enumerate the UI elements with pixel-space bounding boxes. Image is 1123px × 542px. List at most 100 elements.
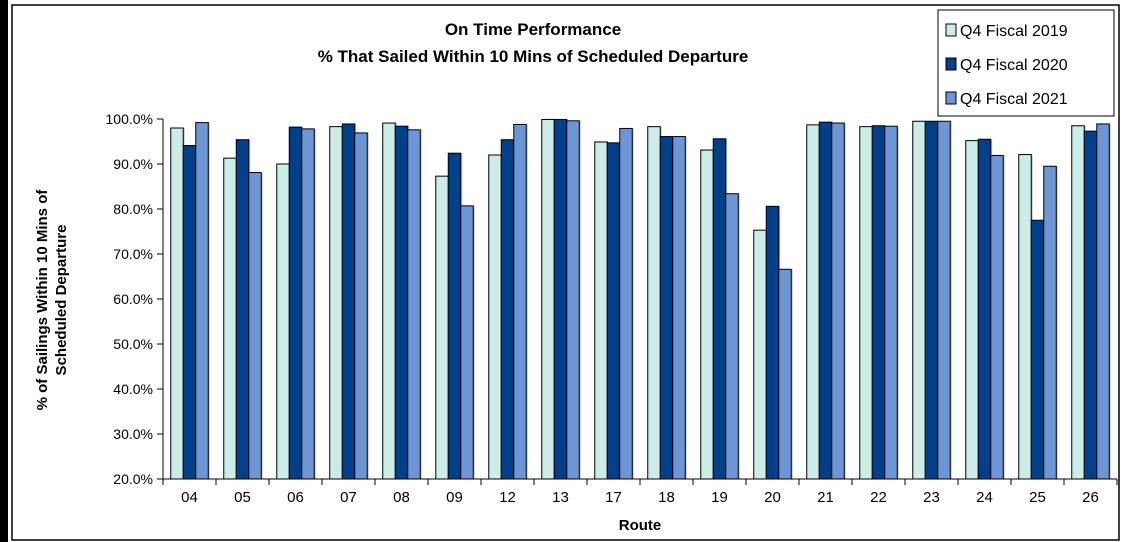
bar-q4-fiscal-2019-24 [965,140,979,480]
x-tick-label: 21 [817,489,834,506]
chart-title: On Time Performance [445,20,621,39]
bar-q4-fiscal-2021-07 [354,132,368,480]
bar-q4-fiscal-2020-06 [288,126,303,480]
bar-q4-fiscal-2021-21 [831,122,845,480]
y-axis-label-line2: Scheduled Departure [53,225,70,376]
bar-q4-fiscal-2020-07 [341,123,356,480]
x-tick-label: 04 [181,489,198,506]
y-tick-label: 90.0% [113,156,153,172]
bar-q4-fiscal-2019-09 [435,175,449,480]
y-axis-label: % of Sailings Within 10 Mins of Schedule… [34,189,70,411]
x-tick-label: 23 [923,489,940,506]
x-tick-label: 25 [1029,489,1046,506]
bar-q4-fiscal-2020-12 [500,139,515,480]
x-tick-label: 06 [287,489,304,506]
bar-q4-fiscal-2020-26 [1083,130,1098,480]
bar-q4-fiscal-2020-22 [871,125,886,480]
bar-q4-fiscal-2020-04 [182,145,197,480]
bar-q4-fiscal-2019-19 [700,149,714,480]
y-axis-label-line1: % of Sailings Within 10 Mins of [34,189,51,411]
bar-q4-fiscal-2020-24 [977,138,992,480]
bar-q4-fiscal-2019-25 [1018,154,1032,480]
bar-q4-fiscal-2019-06 [276,163,290,480]
plot-area [163,119,1117,479]
bar-q4-fiscal-2021-08 [407,129,421,480]
legend-label: Q4 Fiscal 2021 [960,91,1068,108]
legend-swatch [945,23,957,37]
chart-subtitle: % That Sailed Within 10 Mins of Schedule… [318,47,749,66]
legend-swatch [945,57,957,71]
bar-q4-fiscal-2019-17 [594,141,608,480]
bar-q4-fiscal-2020-20 [765,205,780,480]
bar-q4-fiscal-2021-17 [619,127,633,480]
x-tick-label: 05 [234,489,251,506]
x-tick-label: 08 [393,489,410,506]
bar-q4-fiscal-2020-13 [553,118,568,480]
legend-items: Q4 Fiscal 2019 Q4 Fiscal 2020 Q4 Fiscal 20… [945,23,1068,108]
y-tick-label: 60.0% [113,291,153,307]
bar-q4-fiscal-2021-06 [301,128,315,480]
bar-q4-fiscal-2020-23 [924,120,939,480]
y-tick-label: 30.0% [113,426,153,442]
bar-q4-fiscal-2021-25 [1043,165,1057,480]
x-tick-label: 19 [711,489,728,506]
x-tick-label: 24 [976,489,993,506]
y-tick-label: 50.0% [113,336,153,352]
legend-box [937,9,1115,117]
left-edge-bar [0,0,8,542]
bar-q4-fiscal-2019-20 [753,229,767,480]
y-tick-label: 70.0% [113,246,153,262]
bar-q4-fiscal-2021-24 [990,154,1004,480]
bars-group [170,118,1111,480]
bar-q4-fiscal-2021-19 [725,193,739,480]
x-tick-label: 20 [764,489,781,506]
bar-q4-fiscal-2019-08 [382,122,396,480]
bar-q4-fiscal-2021-04 [195,122,209,480]
bar-q4-fiscal-2021-22 [884,125,898,480]
bar-q4-fiscal-2021-18 [672,136,686,480]
y-tick-label: 100.0% [106,111,153,127]
bar-q4-fiscal-2019-22 [859,126,873,480]
x-tick-label: 26 [1082,489,1099,506]
x-tick-label: 12 [499,489,516,506]
bar-q4-fiscal-2019-07 [329,126,343,480]
bar-q4-fiscal-2021-26 [1096,123,1110,480]
x-tick-label: 09 [446,489,463,506]
bar-q4-fiscal-2019-21 [806,124,820,480]
x-tick-label: 17 [605,489,622,506]
bar-q4-fiscal-2021-20 [778,268,792,480]
bar-q4-fiscal-2021-12 [513,123,527,480]
x-axis-label: Route [619,517,662,534]
x-ticks-group: 04 05 06 07 08 09 12 13 17 18 19 20 21 22 23 24 25 26 [162,479,1118,506]
bar-q4-fiscal-2019-18 [647,126,661,480]
x-tick-label: 22 [870,489,887,506]
y-ticks-group: 20.0% 30.0% 40.0% 50.0% 60.0% 70.0% 80.0% 90.0%… [106,111,163,487]
bar-q4-fiscal-2021-13 [566,120,580,480]
bar-q4-fiscal-2019-26 [1071,125,1085,480]
bar-q4-fiscal-2021-09 [460,205,474,480]
bar-q4-fiscal-2019-13 [541,118,555,480]
bar-q4-fiscal-2019-12 [488,154,502,480]
y-tick-label: 80.0% [113,201,153,217]
x-tick-label: 13 [552,489,569,506]
bar-q4-fiscal-2020-21 [818,121,833,480]
y-tick-label: 20.0% [113,471,153,487]
y-tick-label: 40.0% [113,381,153,397]
x-tick-label: 07 [340,489,357,506]
bar-q4-fiscal-2020-09 [447,152,462,480]
bar-q4-fiscal-2020-18 [659,136,674,480]
bar-q4-fiscal-2021-23 [937,120,951,480]
legend-label: Q4 Fiscal 2020 [960,57,1068,74]
legend-swatch [945,91,957,105]
bar-q4-fiscal-2019-05 [223,157,237,480]
bar-q4-fiscal-2020-08 [394,125,409,480]
bar-q4-fiscal-2020-05 [235,139,250,480]
legend-label: Q4 Fiscal 2019 [960,23,1068,40]
bar-q4-fiscal-2021-05 [248,172,262,480]
x-tick-label: 18 [658,489,675,506]
bar-q4-fiscal-2019-04 [170,127,184,480]
bar-q4-fiscal-2019-23 [912,120,926,480]
legend: Q4 Fiscal 2019 Q4 Fiscal 2020 Q4 Fiscal 20… [937,9,1115,117]
bar-q4-fiscal-2020-19 [712,138,727,480]
